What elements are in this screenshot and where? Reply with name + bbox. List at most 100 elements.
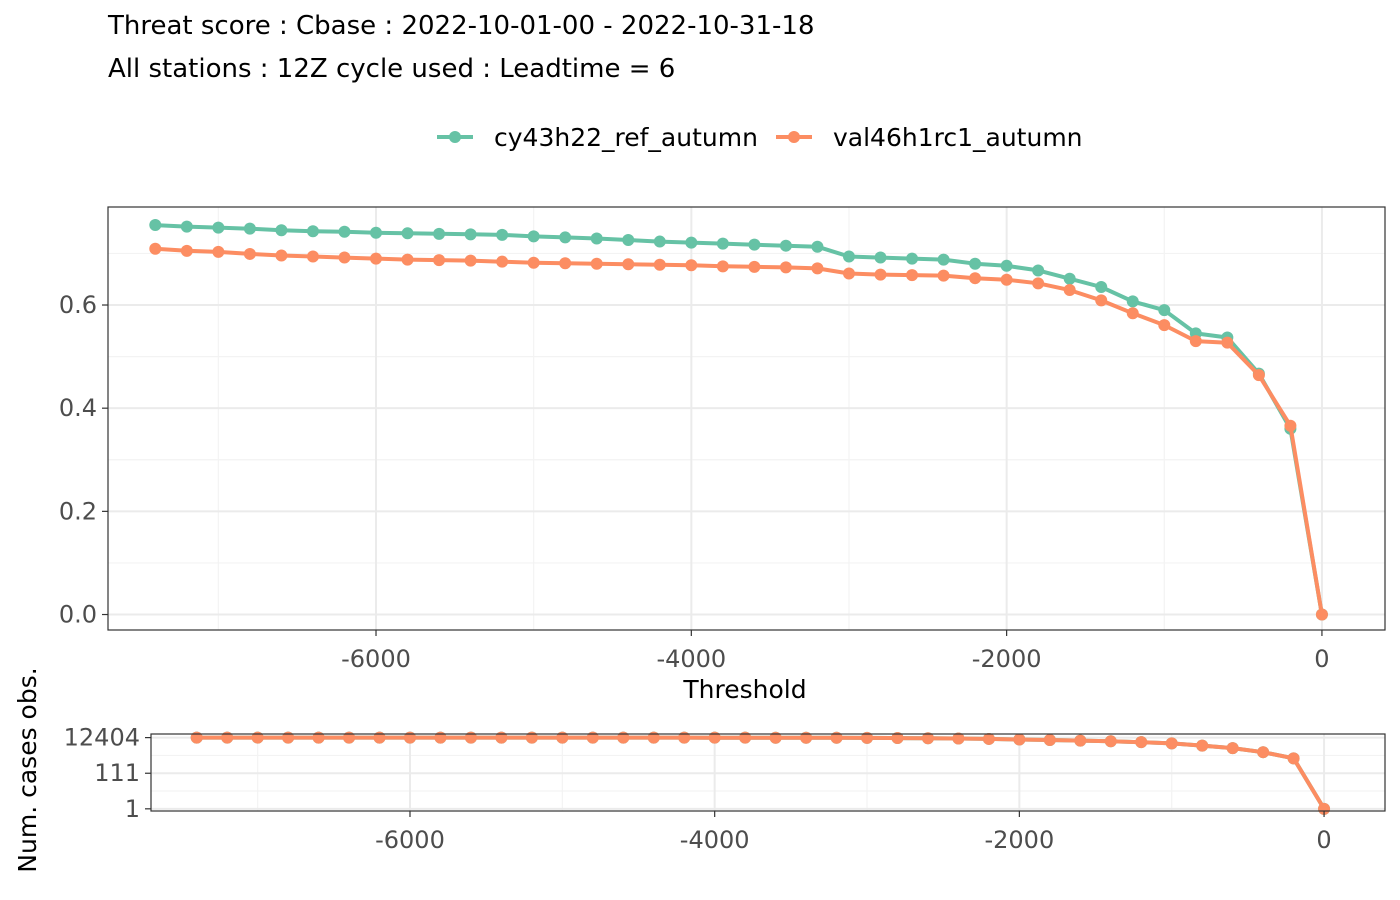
data-point: [275, 249, 288, 262]
data-point: [243, 222, 256, 235]
x-tick-label: 0: [1314, 645, 1329, 673]
data-point: [1226, 742, 1239, 755]
data-point: [969, 257, 982, 270]
y-tick-label: 111: [94, 759, 140, 787]
data-point: [1196, 739, 1209, 752]
series-line: [155, 223, 1324, 615]
data-point: [1063, 284, 1076, 297]
data-point: [685, 236, 698, 249]
data-point: [653, 235, 666, 248]
data-point: [306, 250, 319, 263]
data-point: [433, 227, 446, 240]
data-point: [370, 226, 383, 239]
data-point: [800, 731, 813, 744]
legend-label: cy43h22_ref_autumn: [494, 123, 758, 152]
y-tick-label: 0.0: [59, 601, 97, 629]
x-tick-label: -2000: [972, 645, 1042, 673]
data-point: [525, 731, 538, 744]
data-point: [1013, 733, 1026, 746]
y-tick-label: 0.4: [59, 394, 97, 422]
data-point: [212, 245, 225, 258]
data-point: [1000, 259, 1013, 272]
legend-key-point: [788, 131, 800, 143]
data-point: [716, 237, 729, 250]
data-point: [1000, 273, 1013, 286]
data-point: [403, 731, 416, 744]
legend-item-cy43h22: cy43h22_ref_autumn: [437, 123, 758, 152]
data-point: [830, 731, 843, 744]
data-point: [149, 219, 162, 232]
data-point: [748, 260, 761, 273]
data-point: [1252, 369, 1265, 382]
data-point: [1104, 735, 1117, 748]
series-val46h1rc1_autumn: [149, 242, 1328, 621]
data-point: [221, 731, 234, 744]
x-tick-label: -2000: [984, 826, 1054, 854]
data-point: [212, 221, 225, 234]
data-point: [149, 242, 162, 255]
data-point: [647, 731, 660, 744]
data-point: [1126, 307, 1139, 320]
data-point: [811, 262, 824, 275]
data-point: [590, 232, 603, 245]
data-point: [937, 269, 950, 282]
data-point: [842, 267, 855, 280]
data-point: [739, 731, 752, 744]
data-point: [312, 731, 325, 744]
data-point: [1221, 336, 1234, 349]
panel-border: [150, 733, 1386, 812]
data-point: [401, 253, 414, 266]
data-point: [1158, 304, 1171, 317]
x-tick-label: -4000: [656, 645, 726, 673]
data-point: [769, 731, 782, 744]
y-tick-label: 0.6: [59, 291, 97, 319]
data-point: [1287, 752, 1300, 765]
chart-title: Threat score : Cbase : 2022-10-01-00 - 2…: [107, 11, 814, 41]
data-point: [1158, 319, 1171, 332]
data-point: [527, 230, 540, 243]
data-point: [586, 731, 599, 744]
data-point: [190, 731, 203, 744]
data-point: [779, 239, 792, 252]
data-point: [1063, 272, 1076, 285]
x-tick-label: -4000: [680, 826, 750, 854]
data-point: [861, 731, 874, 744]
data-point: [622, 258, 635, 271]
data-point: [282, 731, 295, 744]
data-point: [527, 256, 540, 269]
data-point: [685, 259, 698, 272]
data-point: [1032, 277, 1045, 290]
data-point: [496, 255, 509, 268]
data-point: [1284, 419, 1297, 432]
y-tick-label: 0.2: [59, 497, 97, 525]
data-point: [464, 731, 477, 744]
data-point: [678, 731, 691, 744]
data-point: [1032, 264, 1045, 277]
data-point: [464, 228, 477, 241]
data-point: [251, 731, 264, 744]
data-point: [653, 258, 666, 271]
data-point: [906, 269, 919, 282]
data-point: [590, 257, 603, 270]
data-point: [708, 731, 721, 744]
data-point: [1189, 335, 1202, 348]
data-point: [464, 254, 477, 267]
data-point: [373, 731, 386, 744]
data-point: [370, 252, 383, 265]
legend-label: val46h1rc1_autumn: [833, 123, 1083, 152]
data-point: [779, 261, 792, 274]
data-point: [1126, 295, 1139, 308]
chart-subtitle: All stations : 12Z cycle used : Leadtime…: [108, 54, 675, 84]
data-point: [842, 250, 855, 263]
main-plot-panel: -6000 -4000 -2000 0 0.0 0.2 0.4 0.6: [59, 206, 1386, 673]
data-point: [622, 234, 635, 247]
data-point: [496, 228, 509, 241]
data-point: [495, 731, 508, 744]
data-point: [1165, 737, 1178, 750]
data-point: [811, 240, 824, 253]
data-point: [338, 251, 351, 264]
series-cy43h22_ref_autumn: [149, 219, 1328, 621]
data-point: [716, 260, 729, 273]
